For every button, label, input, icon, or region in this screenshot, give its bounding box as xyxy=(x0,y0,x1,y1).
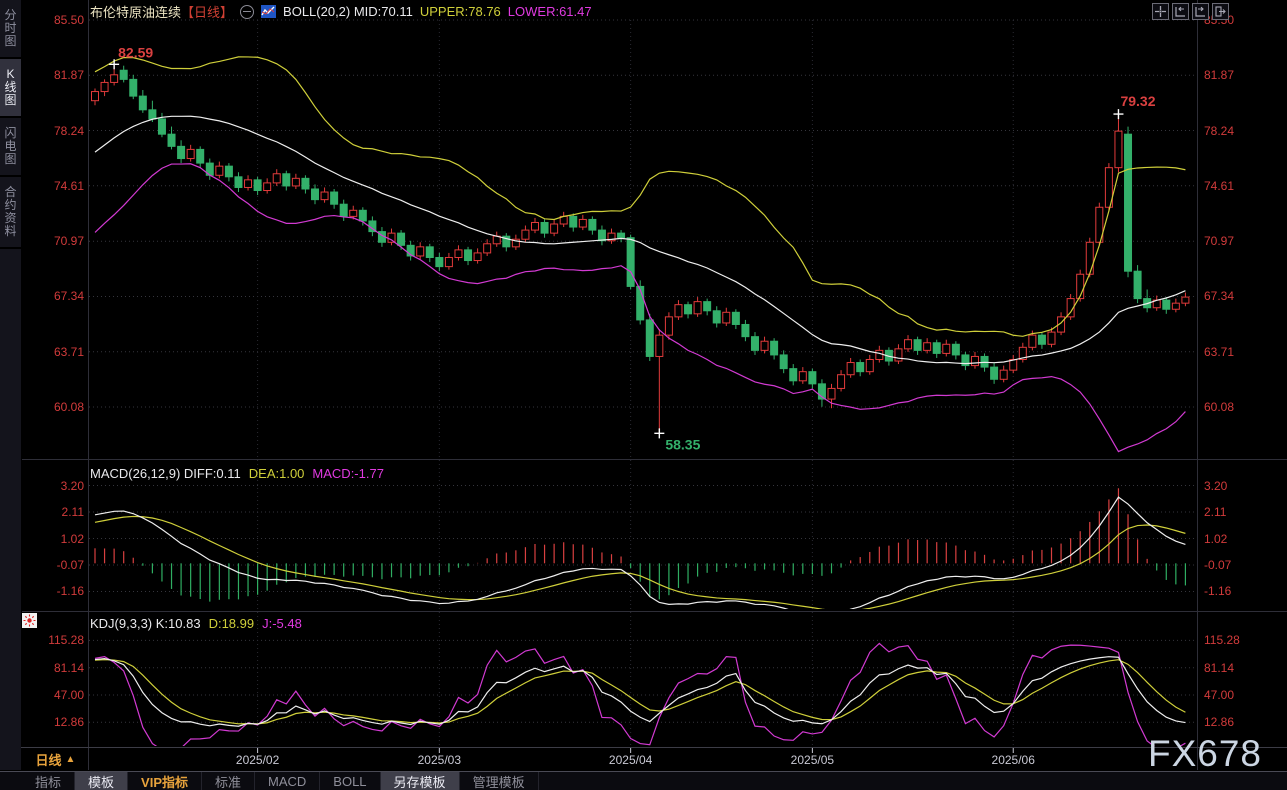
kdj-axis-label: 47.00 xyxy=(53,688,84,702)
bottom-tab-另存模板[interactable]: 另存模板 xyxy=(380,772,460,790)
date-axis-label: 2025/04 xyxy=(608,753,653,767)
price-axis-label: 78.24 xyxy=(1204,123,1235,138)
price-annotation: 79.32 xyxy=(1120,93,1155,109)
kdj-j-value: J:-5.48 xyxy=(262,616,302,631)
sidebar-item-分时图[interactable]: 分时图 xyxy=(0,0,21,59)
boll-upper-value: UPPER:78.76 xyxy=(419,4,501,19)
price-axis-label: 67.34 xyxy=(53,289,84,304)
macd-dea-value: DEA:1.00 xyxy=(248,466,305,481)
date-axis-label: 2025/06 xyxy=(991,753,1035,767)
bottom-tab-管理模板[interactable]: 管理模板 xyxy=(460,772,539,790)
kdj-d-value: D:18.99 xyxy=(208,616,255,631)
price-axis-label: 70.97 xyxy=(53,234,84,249)
macd-axis-label: -0.07 xyxy=(56,558,84,572)
price-axis-label: 74.61 xyxy=(53,178,84,193)
price-axis-label: 60.08 xyxy=(1204,399,1235,414)
period-selector[interactable]: 日线 ▲ xyxy=(22,749,89,769)
macd-axis-label: -1.16 xyxy=(56,584,84,599)
price-axis-label: 81.87 xyxy=(53,68,84,83)
price-axis-label: 85.50 xyxy=(53,13,84,27)
price-axis-label: 81.87 xyxy=(1204,68,1235,83)
bottom-tab-模板[interactable]: 模板 xyxy=(75,772,129,790)
macd-axis-label: -1.16 xyxy=(1204,584,1232,599)
bottom-tab-VIP指标[interactable]: VIP指标 xyxy=(128,772,202,790)
boll-lower-value: LOWER:61.47 xyxy=(507,4,592,19)
collapse-icon[interactable] xyxy=(240,4,255,19)
axis-zoom-out-icon[interactable] xyxy=(1192,3,1209,20)
macd-axis-label: 2.11 xyxy=(61,505,84,519)
price-axis-label: 63.71 xyxy=(1204,344,1235,359)
chart-toolbar xyxy=(1152,3,1229,20)
bottom-tab-标准[interactable]: 标准 xyxy=(202,772,256,790)
fx678-watermark: FX678 xyxy=(1148,733,1263,774)
macd-axis-label: 3.20 xyxy=(60,478,84,493)
macd-axis-label: 3.20 xyxy=(1204,478,1228,493)
macd-diff-value: MACD(26,12,9) DIFF:0.11 xyxy=(90,466,241,481)
kdj-axis-label: 115.28 xyxy=(1204,633,1240,648)
date-axis-label: 2025/05 xyxy=(790,753,835,767)
bottom-tab-指标[interactable]: 指标 xyxy=(22,772,76,790)
sidebar-item-闪电图[interactable]: 闪电图 xyxy=(0,118,21,177)
crosshair-icon[interactable] xyxy=(1152,3,1169,20)
kdj-header: KDJ(9,3,3) K:10.83 D:18.99 J:-5.48 xyxy=(90,616,302,631)
macd-axis-label: 1.02 xyxy=(1204,531,1228,546)
bottom-tab-MACD[interactable]: MACD xyxy=(255,772,321,790)
kdj-k-value: KDJ(9,3,3) K:10.83 xyxy=(90,616,201,631)
price-annotation: 58.35 xyxy=(665,436,700,452)
price-axis-label: 78.24 xyxy=(53,123,84,138)
symbol-title: 布伦特原油连续 xyxy=(90,5,182,20)
boll-mid-value: BOLL(20,2) MID:70.11 xyxy=(283,4,413,19)
date-axis-label: 2025/03 xyxy=(417,753,462,767)
sidebar-item-合约资料[interactable]: 合约资料 xyxy=(0,177,21,249)
bottom-tab-BOLL[interactable]: BOLL xyxy=(320,772,381,790)
macd-value: MACD:-1.77 xyxy=(312,466,384,481)
price-annotation: 82.59 xyxy=(118,44,153,60)
macd-axis-label: 2.11 xyxy=(1204,505,1227,519)
price-axis-label: 67.34 xyxy=(1204,289,1235,304)
kdj-axis-label: 81.14 xyxy=(1204,660,1235,675)
axis-zoom-in-icon[interactable] xyxy=(1172,3,1189,20)
kdj-axis-label: 47.00 xyxy=(1204,688,1235,702)
chart-header: 布伦特原油连续 【日线】 BOLL(20,2) MID:70.11 UPPER:7… xyxy=(90,3,592,20)
price-axis-label: 63.71 xyxy=(53,344,84,359)
chevron-up-icon: ▲ xyxy=(65,753,76,765)
period-tag: 【日线】 xyxy=(181,5,234,20)
price-chart-canvas[interactable]: 82.59 79.32 58.35 xyxy=(0,0,1287,770)
macd-axis-label: -0.07 xyxy=(1204,558,1232,572)
macd-header: MACD(26,12,9) DIFF:0.11 DEA:1.00 MACD:-1… xyxy=(90,466,384,481)
price-axis-label: 70.97 xyxy=(1204,234,1235,249)
chart-type-icon[interactable] xyxy=(261,5,277,18)
kdj-axis-label: 12.86 xyxy=(53,715,84,730)
price-axis-label: 74.61 xyxy=(1204,178,1235,193)
period-selector-label: 日线 xyxy=(35,752,62,768)
kdj-axis-label: 115.28 xyxy=(48,633,84,648)
macd-axis-label: 1.02 xyxy=(60,531,84,546)
hot-indicator-sun-icon[interactable] xyxy=(22,613,37,628)
exit-panel-icon[interactable] xyxy=(1212,3,1229,20)
date-axis-label: 2025/02 xyxy=(235,753,280,767)
kdj-axis-label: 81.14 xyxy=(53,660,84,675)
kdj-axis-label: 12.86 xyxy=(1204,715,1235,730)
price-axis-label: 60.08 xyxy=(53,399,84,414)
bottom-tab-bar: 指标 模板 VIP指标 标准 MACD BOLL 另存模板 管理模板 xyxy=(0,771,1287,790)
